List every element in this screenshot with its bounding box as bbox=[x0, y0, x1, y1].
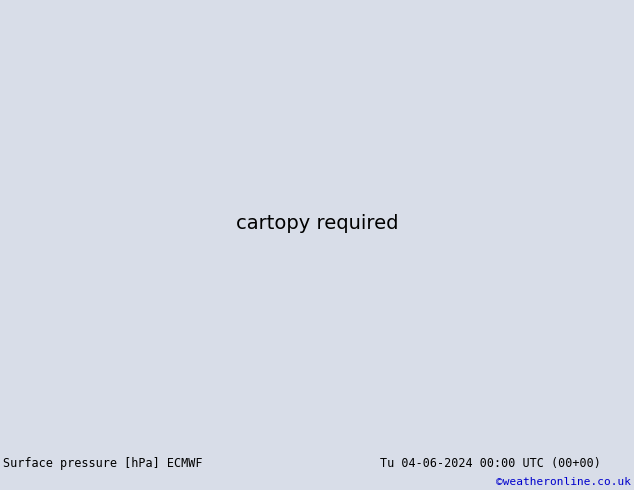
Text: Tu 04-06-2024 00:00 UTC (00+00): Tu 04-06-2024 00:00 UTC (00+00) bbox=[380, 457, 601, 470]
Text: cartopy required: cartopy required bbox=[236, 214, 398, 233]
Text: Surface pressure [hPa] ECMWF: Surface pressure [hPa] ECMWF bbox=[3, 457, 203, 470]
Text: ©weatheronline.co.uk: ©weatheronline.co.uk bbox=[496, 477, 631, 487]
